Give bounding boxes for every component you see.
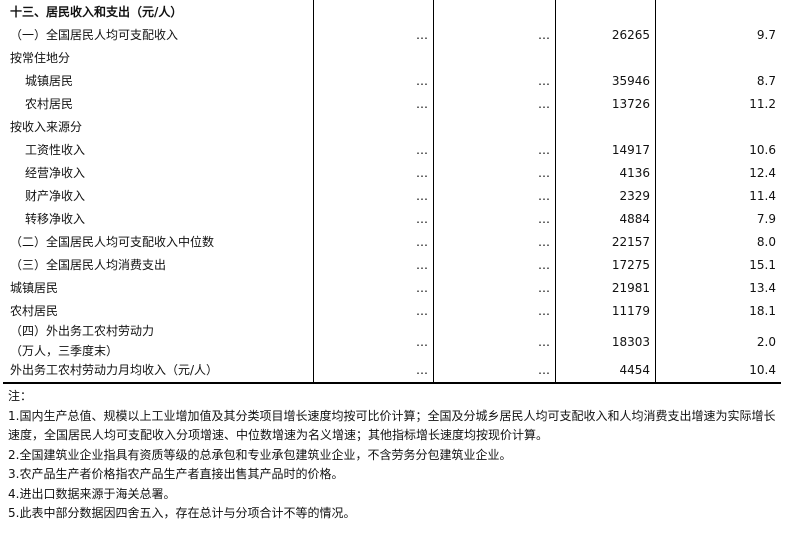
cell: … bbox=[416, 335, 428, 349]
note-item: 2.全国建筑业企业指具有资质等级的总承包和专业承包建筑业企业，不含劳务分包建筑业… bbox=[8, 447, 512, 462]
row-label: 城镇居民 bbox=[25, 74, 74, 88]
note-item: 1.国内生产总值、规模以上工业增加值及其分类项目增长速度均按可比价计算；全国及分… bbox=[8, 408, 776, 443]
cell: … bbox=[416, 281, 428, 295]
cell: … bbox=[416, 363, 428, 377]
cell: … bbox=[416, 235, 428, 249]
cell: … bbox=[416, 212, 428, 226]
cell: 2329 bbox=[619, 189, 650, 203]
section-title: 十三、居民收入和支出（元/人） bbox=[10, 5, 183, 19]
cell: 18303 bbox=[611, 335, 650, 349]
column-divider bbox=[555, 0, 556, 382]
cell: 8.0 bbox=[756, 235, 776, 249]
table-row: 城镇居民 … … 35946 8.7 bbox=[0, 70, 790, 93]
cell: 13.4 bbox=[749, 281, 776, 295]
row-label: 农村居民 bbox=[10, 304, 59, 318]
cell: 4454 bbox=[619, 363, 650, 377]
table-row: 外出务工农村劳动力月均收入（元/人） … … 4454 10.4 bbox=[0, 359, 790, 382]
cell: … bbox=[416, 74, 428, 88]
cell: … bbox=[416, 258, 428, 272]
cell: 21981 bbox=[611, 281, 650, 295]
cell: … bbox=[538, 97, 550, 111]
row-label-unit: （万人，三季度末） bbox=[10, 344, 119, 358]
cell: 26265 bbox=[611, 28, 650, 42]
cell: … bbox=[538, 28, 550, 42]
table-row: 按收入来源分 bbox=[0, 116, 790, 139]
row-label: （三）全国居民人均消费支出 bbox=[10, 258, 167, 272]
cell: … bbox=[538, 258, 550, 272]
table-row: 转移净收入 … … 4884 7.9 bbox=[0, 208, 790, 231]
note-item: 5.此表中部分数据因四舍五入，存在总计与分项合计不等的情况。 bbox=[8, 506, 356, 520]
cell: … bbox=[538, 281, 550, 295]
cell: 17275 bbox=[611, 258, 650, 272]
row-label: 按收入来源分 bbox=[10, 120, 83, 134]
note-item: 3.农产品生产者价格指农产品生产者直接出售其产品时的价格。 bbox=[8, 467, 344, 481]
cell: 12.4 bbox=[749, 166, 776, 180]
cell: … bbox=[538, 143, 550, 157]
row-label: 外出务工农村劳动力月均收入（元/人） bbox=[10, 363, 219, 377]
cell: … bbox=[416, 28, 428, 42]
row-label: 城镇居民 bbox=[10, 281, 59, 295]
cell: 35946 bbox=[611, 74, 650, 88]
table-row: 经营净收入 … … 4136 12.4 bbox=[0, 162, 790, 185]
cell: … bbox=[538, 335, 550, 349]
cell: 7.9 bbox=[756, 212, 776, 226]
cell: 11.2 bbox=[749, 97, 776, 111]
cell: 22157 bbox=[611, 235, 650, 249]
table-row: （一）全国居民人均可支配收入 … … 26265 9.7 bbox=[0, 24, 790, 47]
column-divider bbox=[433, 0, 434, 382]
cell: 2.0 bbox=[756, 335, 776, 349]
cell: … bbox=[416, 189, 428, 203]
cell: 18.1 bbox=[749, 304, 776, 318]
table-bottom-rule bbox=[3, 382, 781, 384]
cell: … bbox=[538, 166, 550, 180]
row-label: 财产净收入 bbox=[25, 189, 86, 203]
cell: … bbox=[538, 74, 550, 88]
cell: 4884 bbox=[619, 212, 650, 226]
notes-heading: 注： bbox=[8, 389, 33, 403]
cell: … bbox=[538, 235, 550, 249]
row-label: （二）全国居民人均可支配收入中位数 bbox=[10, 235, 215, 249]
table-row: （三）全国居民人均消费支出 … … 17275 15.1 bbox=[0, 254, 790, 277]
table-row: （四）外出务工农村劳动力 （万人，三季度末） … … 18303 2.0 bbox=[0, 321, 790, 363]
note-item: 4.进出口数据来源于海关总署。 bbox=[8, 486, 176, 501]
cell: … bbox=[538, 212, 550, 226]
cell: 13726 bbox=[611, 97, 650, 111]
row-label: （四）外出务工农村劳动力 bbox=[10, 324, 155, 338]
row-label: 工资性收入 bbox=[25, 143, 86, 157]
cell: 11179 bbox=[611, 304, 650, 318]
cell: 10.6 bbox=[749, 143, 776, 157]
cell: 10.4 bbox=[749, 363, 776, 377]
table-row: 城镇居民 … … 21981 13.4 bbox=[0, 277, 790, 300]
cell: … bbox=[538, 189, 550, 203]
cell: 14917 bbox=[611, 143, 650, 157]
cell: 8.7 bbox=[756, 74, 776, 88]
row-label: 经营净收入 bbox=[25, 166, 86, 180]
row-label: （一）全国居民人均可支配收入 bbox=[10, 28, 179, 42]
column-divider bbox=[655, 0, 656, 382]
table-row: 财产净收入 … … 2329 11.4 bbox=[0, 185, 790, 208]
row-label: 转移净收入 bbox=[25, 212, 86, 226]
row-label: 农村居民 bbox=[25, 97, 74, 111]
notes: 注： 1.国内生产总值、规模以上工业增加值及其分类项目增长速度均按可比价计算；全… bbox=[8, 387, 783, 524]
table-row: 农村居民 … … 11179 18.1 bbox=[0, 300, 790, 323]
cell: … bbox=[416, 143, 428, 157]
cell: … bbox=[538, 304, 550, 318]
table-row: 农村居民 … … 13726 11.2 bbox=[0, 93, 790, 116]
cell: … bbox=[416, 304, 428, 318]
cell: 11.4 bbox=[749, 189, 776, 203]
cell: … bbox=[416, 166, 428, 180]
row-label: 按常住地分 bbox=[10, 51, 71, 65]
cell: … bbox=[538, 363, 550, 377]
table-row: 按常住地分 bbox=[0, 47, 790, 70]
cell: 4136 bbox=[619, 166, 650, 180]
section-title-row: 十三、居民收入和支出（元/人） bbox=[0, 1, 790, 24]
cell: 9.7 bbox=[756, 28, 776, 42]
column-divider bbox=[313, 0, 314, 382]
table-row: （二）全国居民人均可支配收入中位数 … … 22157 8.0 bbox=[0, 231, 790, 254]
cell: … bbox=[416, 97, 428, 111]
cell: 15.1 bbox=[749, 258, 776, 272]
table-row: 工资性收入 … … 14917 10.6 bbox=[0, 139, 790, 162]
